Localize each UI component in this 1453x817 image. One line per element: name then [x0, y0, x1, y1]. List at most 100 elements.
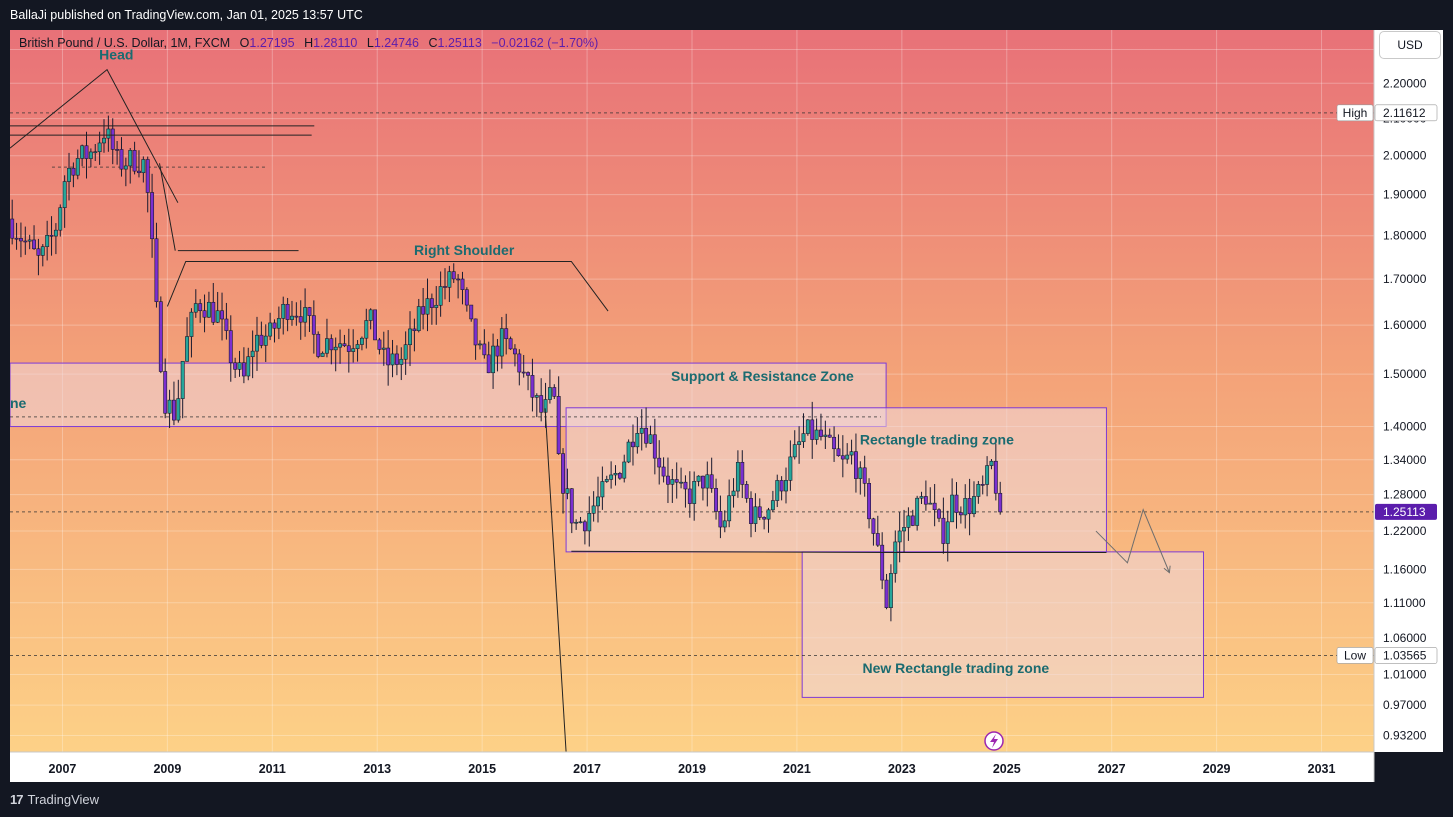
- dashed-levels: [10, 112, 1374, 656]
- symbol-name: British Pound / U.S. Dollar, 1M, FXCM: [19, 36, 230, 50]
- candle-body: [412, 328, 417, 332]
- time-tick-label: 2019: [678, 762, 706, 776]
- candle-body: [158, 301, 163, 372]
- candle-body: [23, 240, 28, 243]
- candle-body: [102, 137, 106, 144]
- candle-body: [97, 142, 102, 153]
- candle-body: [53, 229, 58, 237]
- candle-body: [958, 512, 963, 516]
- time-tick-label: 2031: [1308, 762, 1336, 776]
- candle-body: [434, 304, 439, 308]
- candle-body: [985, 465, 990, 485]
- candle-body: [709, 474, 714, 489]
- candle-body: [972, 496, 976, 515]
- candle-body: [373, 309, 377, 341]
- candle-body: [460, 278, 465, 290]
- candle-body: [622, 461, 627, 479]
- candle-body: [902, 527, 906, 532]
- candle-body: [224, 318, 229, 331]
- time-axis-labels: 2007 2009 2011 2013 2015 2017 2019 2021 2023 2025…: [49, 762, 1336, 776]
- candle-body: [123, 165, 128, 170]
- candle-body: [281, 304, 286, 319]
- annotation-label: Right Shoulder: [414, 242, 515, 258]
- candle-body: [447, 271, 452, 288]
- candle-body: [185, 336, 189, 362]
- candle-body: [792, 444, 797, 458]
- candle-body: [840, 455, 845, 460]
- candle-body: [888, 573, 893, 608]
- price-marker-box: [1375, 503, 1437, 520]
- candle-body: [884, 579, 889, 608]
- candle-body: [115, 149, 120, 151]
- candle-body: [906, 515, 911, 528]
- candle-body: [233, 362, 238, 370]
- price-marker-label: Low: [1344, 648, 1366, 662]
- candle-body: [250, 350, 255, 358]
- candle-body: [819, 429, 823, 437]
- price-tick-label: 1.40000: [1383, 420, 1427, 434]
- candle-body: [119, 149, 124, 170]
- candle-body: [346, 345, 351, 352]
- annotation-label: Support & Resistance Zone: [671, 368, 854, 384]
- currency-button[interactable]: USD: [1379, 31, 1441, 59]
- price-chart[interactable]: Head Right Shoulder Support & Resistance Z…: [9, 30, 1443, 782]
- candle-body: [303, 307, 308, 323]
- candle-body: [316, 333, 321, 357]
- price-tick-label: 0.93200: [1383, 729, 1427, 743]
- candle-body: [832, 436, 837, 450]
- chart-frame[interactable]: Head Right Shoulder Support & Resistance Z…: [9, 30, 1443, 782]
- candle-body: [626, 441, 631, 463]
- candle-body: [609, 474, 614, 480]
- time-tick-label: 2009: [153, 762, 181, 776]
- zone-rectangle: [801, 551, 1205, 698]
- price-tick-label: 1.22000: [1383, 524, 1427, 538]
- candle-body: [596, 496, 600, 507]
- candle-body: [394, 353, 399, 365]
- candle-body: [215, 310, 220, 323]
- candle-body: [696, 475, 701, 482]
- zones: [9, 362, 1205, 698]
- candle-body: [58, 207, 63, 231]
- candle-body: [644, 427, 649, 444]
- candle-body: [854, 451, 858, 479]
- price-marker-tag: [1336, 104, 1374, 122]
- candle-body: [661, 466, 666, 477]
- annotations: Head Right Shoulder Support & Resistance Z…: [10, 47, 1049, 676]
- time-tick-label: 2029: [1203, 762, 1231, 776]
- price-tick-label: 1.60000: [1383, 318, 1427, 332]
- candle-body: [80, 145, 85, 159]
- candle-body: [862, 467, 867, 484]
- candle-body: [93, 151, 98, 154]
- candle-body: [386, 347, 391, 366]
- candle-body: [600, 481, 605, 498]
- trend-line: [159, 163, 176, 251]
- candle-body: [635, 433, 640, 448]
- lightning-icon[interactable]: [984, 731, 1004, 751]
- open-value: 1.27195: [249, 36, 294, 50]
- annotation-label: ne: [10, 395, 27, 411]
- candle-body: [744, 484, 749, 499]
- candle-body: [137, 170, 141, 174]
- candle-body: [950, 494, 955, 523]
- trend-lines: [9, 68, 1171, 753]
- candle-body: [469, 304, 474, 320]
- candle-body: [617, 473, 622, 479]
- candle-body: [206, 301, 211, 318]
- candle-body: [753, 506, 758, 524]
- candle-body: [757, 506, 762, 518]
- candle-body: [932, 502, 937, 511]
- price-tick-label: 2.00000: [1383, 149, 1427, 163]
- candle-body: [910, 515, 915, 526]
- candles: [10, 115, 1003, 622]
- candle-body: [298, 316, 303, 323]
- candle-body: [425, 298, 430, 315]
- candle-body: [858, 467, 863, 479]
- candle-body: [36, 248, 41, 256]
- candle-body: [75, 158, 80, 176]
- tradingview-logo[interactable]: 17 TradingView: [10, 792, 99, 807]
- price-tick-label: 1.80000: [1383, 229, 1427, 243]
- published-header: BallaJi published on TradingView.com, Ja…: [0, 0, 1453, 30]
- annotation-label: Head: [99, 47, 133, 63]
- candle-body: [504, 328, 509, 340]
- candle-body: [705, 474, 710, 489]
